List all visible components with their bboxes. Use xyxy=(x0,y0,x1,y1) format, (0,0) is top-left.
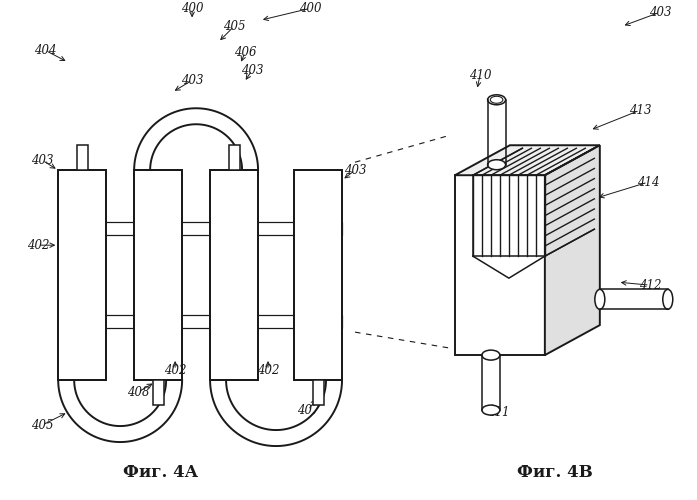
Ellipse shape xyxy=(488,160,505,170)
Text: Фиг. 4А: Фиг. 4А xyxy=(123,464,198,480)
Text: 403: 403 xyxy=(241,64,263,77)
Text: 402: 402 xyxy=(256,364,279,376)
Text: 406: 406 xyxy=(233,46,256,59)
Ellipse shape xyxy=(663,290,673,310)
Text: 413: 413 xyxy=(629,104,651,117)
Text: 405: 405 xyxy=(223,20,245,33)
Bar xyxy=(294,170,342,380)
Text: 403: 403 xyxy=(181,74,204,87)
Text: 412: 412 xyxy=(638,278,661,291)
Bar xyxy=(455,175,545,355)
Bar xyxy=(210,170,258,380)
Bar xyxy=(58,222,342,235)
Bar xyxy=(312,380,323,405)
Text: 408: 408 xyxy=(127,386,149,398)
Text: 400: 400 xyxy=(299,2,321,15)
Text: 402: 402 xyxy=(164,364,186,376)
Text: 402: 402 xyxy=(27,238,49,252)
Text: 400: 400 xyxy=(181,2,204,15)
Text: 414: 414 xyxy=(636,176,659,188)
Text: 411: 411 xyxy=(487,406,509,418)
Text: 403: 403 xyxy=(648,6,671,19)
Text: Фиг. 4В: Фиг. 4В xyxy=(517,464,592,480)
Bar xyxy=(153,380,164,405)
Bar xyxy=(58,170,106,380)
Bar xyxy=(134,170,182,380)
Bar xyxy=(58,170,106,380)
Polygon shape xyxy=(545,145,600,355)
Bar xyxy=(210,170,258,380)
Text: 407: 407 xyxy=(297,404,319,416)
Text: 405: 405 xyxy=(31,418,54,432)
Ellipse shape xyxy=(490,96,503,103)
Text: 403: 403 xyxy=(31,154,54,166)
Ellipse shape xyxy=(482,405,500,415)
Bar xyxy=(58,315,342,328)
Text: 404: 404 xyxy=(34,44,56,57)
Bar xyxy=(294,170,342,380)
Bar xyxy=(229,145,240,170)
Bar xyxy=(77,145,88,170)
Polygon shape xyxy=(455,145,600,175)
Ellipse shape xyxy=(595,290,605,310)
Text: 410: 410 xyxy=(468,69,491,82)
Text: 403: 403 xyxy=(344,164,366,176)
Ellipse shape xyxy=(482,350,500,360)
Bar xyxy=(134,170,182,380)
Ellipse shape xyxy=(488,95,505,105)
